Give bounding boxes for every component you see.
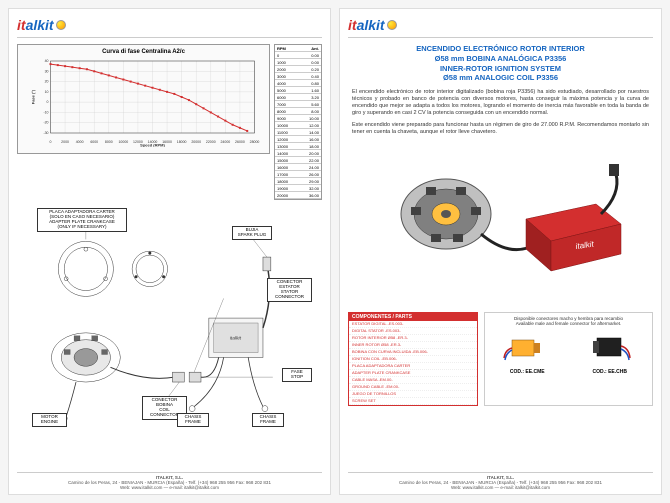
title-block: ENCENDIDO ELECTRÓNICO ROTOR INTERIOR Ø58…: [348, 44, 653, 83]
svg-text:8000: 8000: [105, 140, 113, 144]
svg-text:Speed (RPM): Speed (RPM): [140, 143, 165, 148]
svg-text:6000: 6000: [90, 140, 98, 144]
connectors-desc: Disponible conectores macho y hembra par…: [488, 316, 649, 326]
svg-text:0: 0: [47, 100, 49, 104]
svg-text:-10: -10: [43, 110, 48, 114]
svg-text:Fase (°): Fase (°): [31, 89, 36, 104]
svg-text:0: 0: [50, 140, 52, 144]
label-phase: FASESTOP: [282, 368, 312, 382]
label-frame2: CHASISFRAME: [252, 413, 284, 427]
svg-text:22000: 22000: [206, 140, 216, 144]
logo-ball-icon: [56, 20, 66, 30]
footer-web: Web: www.italkit.com — e-mail: italkit@i…: [348, 485, 653, 490]
label-frame1: CHASISFRAME: [177, 413, 209, 427]
svg-text:40: 40: [45, 59, 49, 63]
svg-text:italkit: italkit: [230, 336, 242, 342]
svg-text:26000: 26000: [235, 140, 245, 144]
svg-text:10000: 10000: [118, 140, 128, 144]
logo: italkit: [348, 17, 397, 33]
connector-images: COD.: EE.CME COD.: EE.CHB: [488, 330, 649, 375]
label-adapter: PLACA ADAPTADORA CARTER(SOLO EN CASO NEC…: [37, 208, 127, 232]
svg-text:2000: 2000: [61, 140, 69, 144]
parts-section: COMPONENTES / PARTS ESTATOR DIGITAL -ES.…: [348, 312, 653, 406]
title-l1: ENCENDIDO ELECTRÓNICO ROTOR INTERIOR: [348, 44, 653, 54]
logo: italkit: [17, 17, 66, 33]
label-sparkplug: BUJIASPARK PLUG: [232, 226, 272, 240]
parts-header: COMPONENTES / PARTS: [349, 313, 477, 321]
connector-code-2: COD.: EE.CHB: [585, 369, 635, 375]
connector-female: COD.: EE.CHB: [585, 330, 635, 375]
footer: ITALKIT, S.L. Camino de los Peras, 24 - …: [17, 472, 322, 490]
svg-text:18000: 18000: [177, 140, 187, 144]
data-table: RPMAnt.00.0010000.0020000.2030000.404000…: [274, 44, 322, 200]
connector-female-icon: [585, 330, 635, 365]
connector-code-1: COD.: EE.CME: [502, 369, 552, 375]
label-stator-conn: CONECTORESTATORSTATORCONNECTOR: [267, 278, 312, 302]
svg-text:30: 30: [45, 69, 49, 73]
connector-male: COD.: EE.CME: [502, 330, 552, 375]
svg-text:4000: 4000: [76, 140, 84, 144]
svg-text:28000: 28000: [250, 140, 260, 144]
logo-text: italkit: [348, 17, 385, 33]
body-para1: El encendido electrónico de rotor interi…: [348, 89, 653, 118]
wiring-diagram: italkit PLACA ADAPTADORA CARTER(SOLO EN …: [17, 208, 322, 438]
svg-text:10: 10: [45, 90, 49, 94]
page-right: italkit ENCENDIDO ELECTRÓNICO ROTOR INTE…: [339, 8, 662, 495]
title-l2: Ø58 mm BOBINA ANALÓGICA P3356: [348, 54, 653, 64]
footer: ITALKIT, S.L. Camino de los Peras, 24 - …: [348, 472, 653, 490]
product-svg: italkit: [371, 149, 631, 299]
svg-text:24000: 24000: [220, 140, 230, 144]
page-left: italkit Curva di fase Centralina A2/c 0 2…: [8, 8, 331, 495]
product-image: italkit: [348, 144, 653, 304]
parts-list: COMPONENTES / PARTS ESTATOR DIGITAL -ES.…: [348, 312, 478, 406]
header: italkit: [17, 17, 322, 38]
logo-text: italkit: [17, 17, 54, 33]
phase-chart: 0200040006000800010000120001400016000180…: [22, 57, 265, 147]
label-engine: MOTORENGINE: [32, 413, 67, 427]
chart-title: Curva di fase Centralina A2/c: [22, 49, 265, 55]
body-para2: Este encendido viene preparado para func…: [348, 122, 653, 136]
svg-text:-30: -30: [43, 131, 48, 135]
title-l4: Ø58 mm ANALOGIC COIL P3356: [348, 73, 653, 83]
connector-male-icon: [502, 330, 552, 365]
connectors-box: Disponible conectores macho y hembra par…: [484, 312, 653, 406]
chart-area: Curva di fase Centralina A2/c 0 2000 4000 6…: [17, 44, 322, 200]
logo-ball-icon: [387, 20, 397, 30]
footer-web: Web: www.italkit.com — e-mail: italkit@i…: [17, 485, 322, 490]
chart-box: Curva di fase Centralina A2/c 0 2000 4000 6…: [17, 44, 270, 154]
svg-text:20: 20: [45, 80, 49, 84]
header: italkit: [348, 17, 653, 38]
svg-text:-20: -20: [43, 121, 48, 125]
title-l3: INNER-ROTOR IGNITION SYSTEM: [348, 64, 653, 74]
svg-text:20000: 20000: [191, 140, 201, 144]
